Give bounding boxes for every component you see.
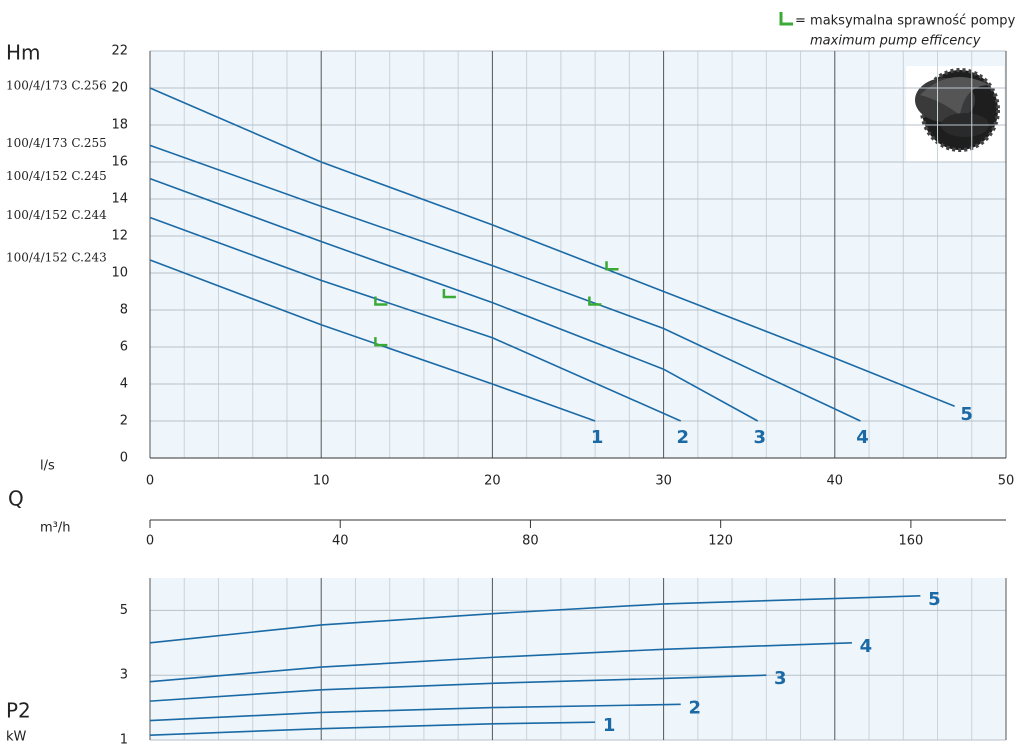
y-tick-label: 4: [120, 377, 128, 392]
x-tick-label: 30: [655, 474, 672, 489]
curve-label: 3: [774, 668, 787, 689]
x2-tick-label: 0: [146, 534, 154, 549]
model-label: 100/4/152 C.243: [6, 251, 107, 265]
y-label: Hm: [6, 41, 41, 65]
y-tick-label: 2: [120, 414, 128, 429]
y-tick-label: 5: [120, 603, 128, 618]
curve: [149, 642, 852, 683]
x-tick-label: 40: [827, 474, 844, 489]
y-tick-label: 14: [111, 192, 128, 207]
y-tick-label: 12: [111, 229, 128, 244]
y-tick-label: 16: [111, 155, 128, 170]
model-label: 100/4/152 C.244: [6, 208, 107, 222]
curve-label: 4: [856, 427, 869, 448]
x-tick-label: 50: [998, 474, 1015, 489]
curve-label: 2: [676, 427, 689, 448]
legend-label: maximum pump efficency: [810, 34, 981, 49]
x2-tick-label: 120: [708, 534, 733, 549]
legend-label: = maksymalna sprawność pompy: [795, 14, 1016, 29]
curve-label: 5: [960, 404, 973, 425]
x-tick-label: 20: [484, 474, 501, 489]
x-label: l/s: [40, 459, 55, 474]
y-tick-label: 1: [120, 733, 128, 746]
legend-icon: [779, 12, 793, 26]
plot-bg: [150, 578, 1006, 740]
efficiency-marker: [374, 296, 388, 306]
curve-label: 1: [603, 715, 616, 736]
x-tick-label: 10: [313, 474, 330, 489]
curve: [149, 721, 596, 736]
y-tick-label: 0: [120, 451, 128, 466]
y-tick-label: 22: [111, 44, 128, 59]
y-tick-label: 10: [111, 266, 128, 281]
x2-tick-label: 40: [332, 534, 349, 549]
curve: [149, 703, 681, 722]
curve: [149, 674, 767, 702]
y-label: P2: [6, 699, 31, 723]
y-tick-label: 6: [120, 340, 128, 355]
curve: [149, 87, 955, 407]
pump-image: [906, 66, 1004, 162]
x2-label: m³/h: [40, 521, 71, 536]
efficiency-marker: [374, 337, 388, 347]
y-tick-label: 20: [111, 81, 128, 96]
efficiency-marker: [442, 289, 456, 299]
model-label: 100/4/173 C.255: [6, 136, 107, 150]
curve: [149, 216, 682, 422]
curve: [149, 595, 921, 644]
plot-bg: [150, 51, 1006, 458]
x2-tick-label: 160: [898, 534, 923, 549]
y-tick-label: 18: [111, 118, 128, 133]
curve-label: 5: [928, 589, 941, 610]
model-label: 100/4/152 C.245: [6, 169, 107, 183]
x-tick-label: 0: [146, 474, 154, 489]
curve: [149, 144, 861, 422]
y-tick-label: 8: [120, 303, 128, 318]
unit-label: kW: [6, 730, 27, 745]
curve: [149, 177, 759, 422]
efficiency-marker: [588, 296, 602, 306]
curve-label: 1: [591, 427, 604, 448]
efficiency-marker: [605, 261, 619, 271]
x2-tick-label: 80: [522, 534, 539, 549]
quantity-label: Q: [8, 487, 24, 511]
curve: [149, 259, 596, 422]
curve-label: 4: [860, 636, 873, 657]
curve-label: 2: [688, 697, 701, 718]
y-tick-label: 3: [120, 668, 128, 683]
curve-label: 3: [753, 427, 766, 448]
model-label: 100/4/173 C.256: [6, 79, 107, 93]
